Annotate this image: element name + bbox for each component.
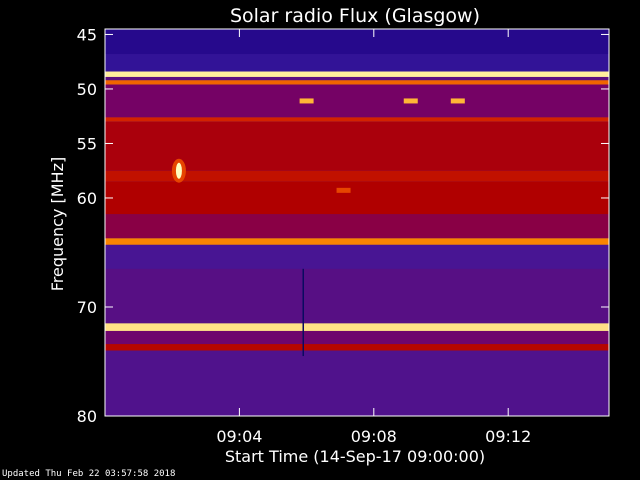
frequency-band xyxy=(105,76,609,81)
frequency-band xyxy=(105,244,609,269)
interference-spot xyxy=(403,98,418,104)
frequency-band xyxy=(105,330,609,345)
frequency-band xyxy=(105,80,609,85)
frequency-band xyxy=(105,350,609,416)
x-axis-label: Start Time (14-Sep-17 09:00:00) xyxy=(225,447,485,466)
frequency-band xyxy=(105,238,609,245)
frequency-band xyxy=(105,181,609,215)
y-tick-label: 50 xyxy=(77,80,97,99)
frequency-band xyxy=(105,84,609,118)
y-tick-label: 45 xyxy=(77,25,97,44)
x-tick-label: 09:04 xyxy=(216,427,262,446)
y-tick-label: 60 xyxy=(77,189,97,208)
radio-burst xyxy=(175,162,182,179)
interference-spot xyxy=(450,98,465,104)
frequency-band xyxy=(105,121,609,171)
chart-title: Solar radio Flux (Glasgow) xyxy=(230,5,480,27)
y-tick-label: 80 xyxy=(77,407,97,426)
y-axis-label: Frequency [MHz] xyxy=(48,157,67,291)
frequency-band xyxy=(105,323,609,331)
y-tick-label: 70 xyxy=(77,298,97,317)
frequency-band xyxy=(105,268,609,324)
plot-frame xyxy=(104,28,610,417)
frequency-band xyxy=(105,29,609,55)
interference-spot xyxy=(336,187,351,193)
frequency-band xyxy=(105,54,609,72)
x-tick-label: 09:12 xyxy=(485,427,531,446)
plot-area xyxy=(104,28,610,417)
axis-ticks: 45 50 55 60 70 80 09:04 09:08 09:12 xyxy=(77,25,609,446)
frequency-band xyxy=(105,344,609,351)
x-tick-label: 09:08 xyxy=(351,427,397,446)
updated-timestamp: Updated Thu Feb 22 03:57:58 2018 xyxy=(2,469,176,479)
frequency-band xyxy=(105,117,609,122)
frequency-band xyxy=(105,170,609,182)
y-tick-label: 55 xyxy=(77,134,97,153)
frequency-band xyxy=(105,214,609,239)
frequency-band xyxy=(105,71,609,77)
interference-spot xyxy=(299,98,314,104)
